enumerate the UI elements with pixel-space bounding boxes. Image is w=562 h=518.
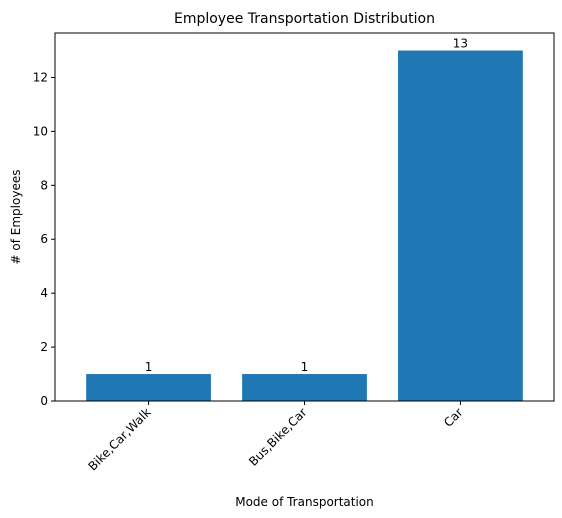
data-label-2: 13 xyxy=(453,37,468,51)
y-tick-label-5: 10 xyxy=(33,124,48,138)
bar-0 xyxy=(86,374,211,401)
y-axis: 0 2 4 6 8 10 12 xyxy=(33,70,55,408)
bar-2 xyxy=(398,50,523,402)
x-axis-label: Mode of Transportation xyxy=(235,495,374,509)
y-axis-label: # of Employees xyxy=(9,170,23,265)
data-labels-layer: 1 1 13 xyxy=(145,37,468,375)
y-tick-label-6: 12 xyxy=(33,70,48,84)
chart-title: Employee Transportation Distribution xyxy=(174,11,435,27)
y-tick-label-2: 4 xyxy=(40,286,48,300)
y-tick-label-3: 6 xyxy=(40,232,48,246)
y-tick-label-4: 8 xyxy=(40,178,48,192)
data-label-0: 1 xyxy=(145,360,153,374)
data-label-1: 1 xyxy=(301,360,309,374)
bar-1 xyxy=(242,374,367,401)
bars-layer xyxy=(86,50,523,402)
y-tick-label-0: 0 xyxy=(40,394,48,408)
plot-frame xyxy=(54,32,555,402)
y-tick-label-1: 2 xyxy=(40,340,48,354)
